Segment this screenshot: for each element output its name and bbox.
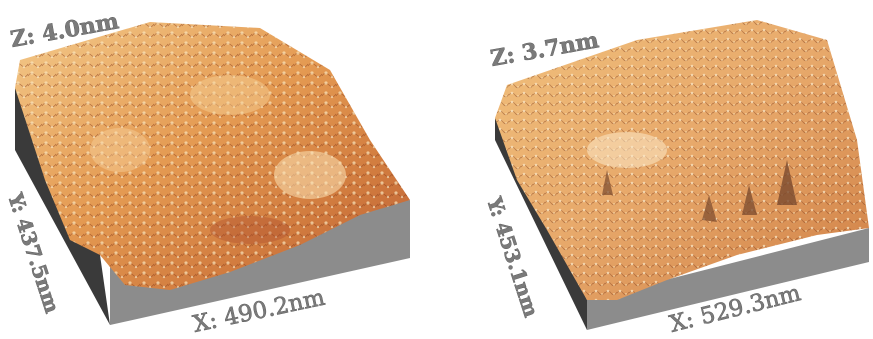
afm-panel-right: Z: 3.7nm Y: 453.1nm X: 529.3nm [437, 0, 873, 339]
afm-panel-left: Z: 4.0nm Y: 437.5nm X: 490.2nm [0, 0, 436, 339]
afm-surface-plot-left: Z: 4.0nm Y: 437.5nm X: 490.2nm [3, 8, 410, 338]
front-side-wall [587, 228, 869, 330]
front-side-wall [110, 200, 410, 325]
afm-surface-plot-right: Z: 3.7nm Y: 453.1nm X: 529.3nm [482, 20, 869, 338]
